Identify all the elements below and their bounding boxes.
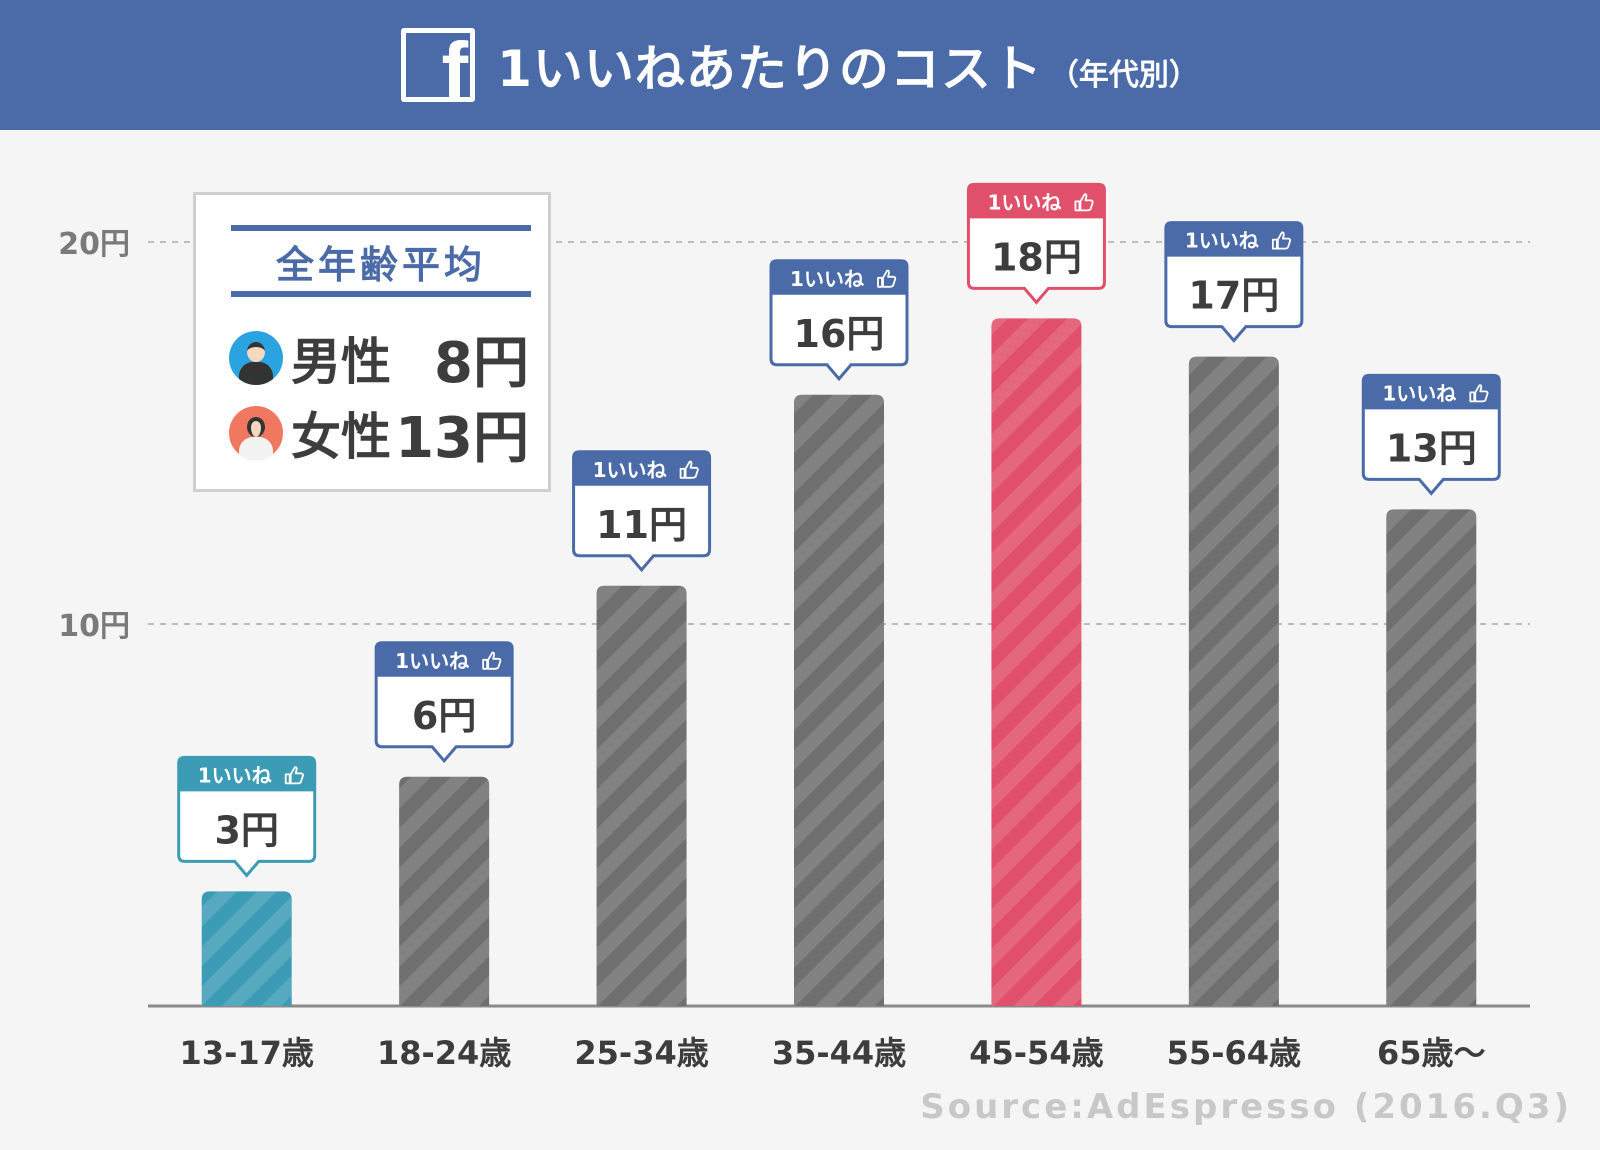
data-label-callout: 1いいね 16円 [769,259,909,382]
bar [596,585,687,1006]
data-label-callout: 1いいね 11円 [572,450,712,573]
bar-stripes [991,318,1082,1006]
title-banner: f 1いいねあたりのコスト （年代別） [0,0,1600,130]
thumbs-up-shape [284,766,304,785]
thumbs-up-icon [1469,384,1489,403]
x-tick-label: 65歳～ [1377,1034,1486,1072]
thumbs-up-icon [877,269,897,288]
bar [399,776,490,1006]
data-label: 16円 [794,312,885,356]
facebook-logo-icon: f [401,28,476,102]
male-value: 8円 [434,330,529,396]
male-label: 男性 [291,333,391,391]
callout-header-label: 1いいね [790,267,864,291]
male-avatar-icon [229,331,283,385]
data-label: 11円 [596,503,687,547]
legend-row-male: 男性 8円 [229,323,529,396]
average-legend: 全年齢平均 男性 8円 女性 13円 [193,192,551,492]
thumbs-up-shape [1271,231,1292,250]
data-label-callout: 1いいね 6円 [374,641,514,764]
thumbs-up-shape [877,269,897,288]
data-label: 18円 [991,235,1082,279]
y-tick-label: 10円 [58,609,130,644]
data-label-callout: 1いいね 18円 [966,182,1106,305]
data-label: 3円 [214,808,278,852]
data-label-callout: 1いいね 13円 [1361,373,1501,496]
data-label-callout: 1いいね 3円 [177,755,317,878]
data-label: 13円 [1386,426,1477,470]
bar [1188,356,1279,1007]
bar-stripes [399,776,490,1006]
female-label: 女性 [291,408,391,466]
legend-title-frame: 全年齢平均 [231,225,531,297]
data-label: 6円 [412,694,476,738]
x-tick-label: 35-44歳 [772,1034,906,1072]
x-tick-label: 25-34歳 [574,1034,708,1072]
chart-title: 1いいねあたりのコスト [497,40,1043,98]
bar-stripes [201,891,292,1006]
callout-header-label: 1いいね [198,763,272,787]
bar-stripes [1386,509,1477,1006]
callout-header [771,260,907,295]
x-tick-label: 45-54歳 [969,1034,1103,1072]
thumbs-up-shape [1469,384,1489,403]
thumbs-up-shape [679,460,699,479]
x-tick-label: 13-17歳 [180,1034,314,1072]
thumbs-up-icon [679,460,699,479]
callout-header [1165,222,1302,257]
callout-header-label: 1いいね [593,458,667,482]
callout-header [178,757,315,792]
bar-stripes [794,394,884,1006]
legend-row-female: 女性 13円 [229,398,529,471]
chart-subtitle: （年代別） [1048,58,1199,93]
female-avatar-icon [229,406,283,460]
data-label: 17円 [1188,274,1279,318]
callout-header-label: 1いいね [395,649,469,673]
callout-header [376,642,513,677]
thumbs-up-icon [1271,231,1292,250]
thumbs-up-icon [1074,193,1094,212]
callout-header [573,451,710,486]
source-note: Source:AdEspresso (2016.Q3) [920,1087,1572,1127]
bar [201,891,292,1006]
thumbs-up-shape [1074,193,1094,212]
callout-header-label: 1いいね [1185,229,1259,253]
callout-header [968,184,1105,219]
bar-stripes [1188,356,1279,1007]
callout-header [1363,375,1500,410]
callout-header-label: 1いいね [1382,381,1456,405]
x-tick-label: 18-24歳 [377,1034,511,1072]
bar-stripes [596,585,687,1006]
thumbs-up-icon [284,766,304,785]
legend-title: 全年齢平均 [275,242,486,287]
female-value: 13円 [395,405,529,471]
bar [1386,509,1477,1006]
x-tick-label: 55-64歳 [1167,1034,1301,1072]
data-label-callout: 1いいね 17円 [1164,221,1304,343]
callout-header-label: 1いいね [987,190,1061,214]
thumbs-up-shape [482,651,502,670]
bar [794,394,884,1006]
y-tick-label: 20円 [58,227,130,262]
bar [991,318,1082,1006]
thumbs-up-icon [482,651,502,670]
